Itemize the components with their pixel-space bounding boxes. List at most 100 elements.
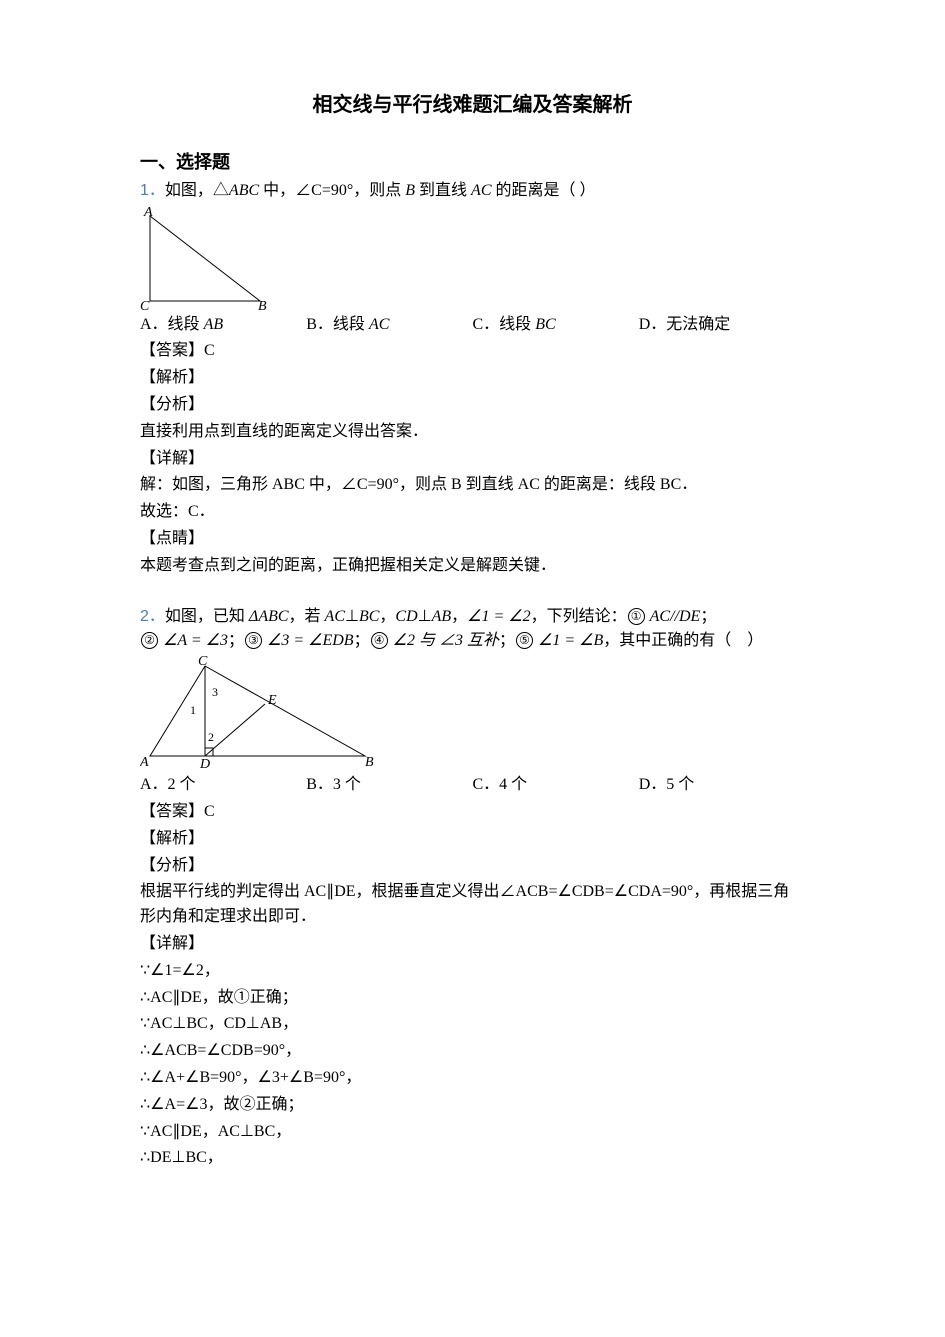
- q2-abc: ABC: [258, 608, 288, 625]
- q2-l8: ∴DE⊥BC，: [140, 1146, 805, 1171]
- q2-circ1: ①: [628, 608, 645, 625]
- q1-answer-val: C: [204, 342, 215, 359]
- q1-b: B: [405, 182, 415, 199]
- q1-text-3: 到直线: [415, 182, 471, 199]
- q2-delta: Δ: [249, 608, 258, 625]
- q1-opt-b-pre: B．线段: [306, 316, 369, 333]
- q2-c2: ，: [451, 608, 467, 625]
- q1-text-1: 如图，△: [165, 182, 229, 199]
- q2-circ4: ④: [371, 632, 388, 649]
- q2-t2: ，若: [289, 608, 325, 625]
- q1-options: A．线段 AB B．线段 AC C．线段 BC D．无法确定: [140, 313, 805, 338]
- q2-s4: ；: [499, 632, 515, 649]
- q2-l7: ∵AC∥DE，AC⊥BC，: [140, 1120, 805, 1145]
- q1-number: 1．: [140, 182, 165, 199]
- q1-jiexi: 【解析】: [140, 366, 805, 391]
- q1-figure: A C B: [140, 206, 280, 311]
- q2-e1r: BC: [359, 608, 379, 625]
- q1-option-a: A．线段 AB: [140, 313, 306, 338]
- q2-e2l: CD: [395, 608, 417, 625]
- q2-t3: ，下列结论：: [531, 608, 627, 625]
- q2-e3: ∠1 = ∠2: [467, 608, 530, 625]
- svg-text:C: C: [198, 656, 208, 669]
- q1-ac: AC: [471, 182, 491, 199]
- q1-xiangjie: 【详解】: [140, 447, 805, 472]
- q2-option-b: B．3 个: [306, 773, 472, 798]
- q1-dianjing-body: 本题考查点到之间的距离，正确把握相关定义是解题关键．: [140, 554, 805, 579]
- q2-circ2: ②: [141, 632, 158, 649]
- q2-l1: ∵∠1=∠2，: [140, 959, 805, 984]
- q2-c1r: DE: [679, 608, 700, 625]
- q1-option-b: B．线段 AC: [306, 313, 472, 338]
- q2-s1: ；: [700, 608, 716, 625]
- q2-option-a: A．2 个: [140, 773, 306, 798]
- q1-answer-label: 【答案】: [140, 342, 204, 359]
- q2-number: 2．: [140, 608, 165, 625]
- svg-text:A: A: [143, 206, 153, 220]
- q2-t4: ，其中正确的有（ ）: [603, 632, 763, 649]
- q2-option-d: D．5 个: [639, 773, 805, 798]
- q2-l2: ∴AC∥DE，故①正确；: [140, 986, 805, 1011]
- q2-stem: 2．如图，已知 ΔABC，若 AC⊥BC，CD⊥AB，∠1 = ∠2，下列结论：…: [140, 605, 805, 655]
- q1-stem: 1．如图，△ABC 中，∠C=90°，则点 B 到直线 AC 的距离是（ ）: [140, 179, 805, 204]
- q2-c1l: AC: [650, 608, 670, 625]
- q2-option-c: C．4 个: [473, 773, 639, 798]
- question-1: 1．如图，△ABC 中，∠C=90°，则点 B 到直线 AC 的距离是（ ） A…: [140, 179, 805, 579]
- q2-e1p: ⊥: [345, 608, 359, 625]
- q2-jiexi: 【解析】: [140, 827, 805, 852]
- q2-e2p: ⊥: [418, 608, 432, 625]
- q2-l6: ∴∠A=∠3，故②正确；: [140, 1093, 805, 1118]
- q2-options: A．2 个 B．3 个 C．4 个 D．5 个: [140, 773, 805, 798]
- spacer: [140, 581, 805, 603]
- q1-opt-c-pre: C．线段: [473, 316, 536, 333]
- svg-text:B: B: [258, 299, 267, 311]
- q1-xiangjie-l1: 解：如图，三角形 ABC 中，∠C=90°，则点 B 到直线 AC 的距离是：线…: [140, 473, 805, 498]
- q2-fenxi-body: 根据平行线的判定得出 AC∥DE，根据垂直定义得出∠ACB=∠CDB=∠CDA=…: [140, 880, 805, 930]
- svg-text:3: 3: [212, 685, 218, 699]
- question-2: 2．如图，已知 ΔABC，若 AC⊥BC，CD⊥AB，∠1 = ∠2，下列结论：…: [140, 605, 805, 1172]
- svg-text:2: 2: [208, 730, 214, 744]
- svg-text:C: C: [140, 299, 150, 311]
- q2-e1l: AC: [325, 608, 345, 625]
- q2-answer-val: C: [204, 803, 215, 820]
- q1-opt-a-pre: A．线段: [140, 316, 204, 333]
- q1-opt-a-val: AB: [204, 316, 224, 333]
- q2-c5e: ∠1 = ∠B: [538, 632, 603, 649]
- svg-text:1: 1: [190, 703, 196, 717]
- document-page: 相交线与平行线难题汇编及答案解析 一、选择题 1．如图，△ABC 中，∠C=90…: [0, 0, 945, 1337]
- svg-text:B: B: [365, 755, 374, 770]
- q2-c4e: ∠2 与 ∠3 互补: [393, 632, 499, 649]
- q2-xiangjie: 【详解】: [140, 932, 805, 957]
- q2-e2r: AB: [432, 608, 452, 625]
- svg-text:A: A: [140, 755, 149, 770]
- svg-text:D: D: [199, 757, 210, 771]
- q2-l3: ∵AC⊥BC，CD⊥AB，: [140, 1012, 805, 1037]
- q1-text-4: 的距离是（ ）: [492, 182, 596, 199]
- q1-fenxi-body: 直接利用点到直线的距离定义得出答案．: [140, 420, 805, 445]
- q1-xiangjie-l2: 故选：C．: [140, 500, 805, 525]
- q1-opt-b-val: AC: [369, 316, 389, 333]
- q2-answer: 【答案】C: [140, 800, 805, 825]
- q2-circ3: ③: [245, 632, 262, 649]
- q2-s2: ；: [228, 632, 244, 649]
- q1-option-c: C．线段 BC: [473, 313, 639, 338]
- q2-l4: ∴∠ACB=∠CDB=90°，: [140, 1039, 805, 1064]
- section-heading: 一、选择题: [140, 149, 805, 177]
- page-title: 相交线与平行线难题汇编及答案解析: [140, 90, 805, 121]
- q2-c2e: ∠A = ∠3: [163, 632, 228, 649]
- q2-l5: ∴∠A+∠B=90°，∠3+∠B=90°，: [140, 1066, 805, 1091]
- q1-fenxi: 【分析】: [140, 393, 805, 418]
- q1-dianjing: 【点睛】: [140, 527, 805, 552]
- q1-text-2: 中，∠C=90°，则点: [259, 182, 405, 199]
- q2-circ5: ⑤: [516, 632, 533, 649]
- q1-opt-c-val: BC: [535, 316, 555, 333]
- q1-option-d: D．无法确定: [639, 313, 805, 338]
- q1-answer: 【答案】C: [140, 339, 805, 364]
- q2-t1: 如图，已知: [165, 608, 249, 625]
- q2-c3e: ∠3 = ∠EDB: [267, 632, 354, 649]
- q2-c1p: //: [670, 608, 679, 625]
- q1-abc: ABC: [229, 182, 259, 199]
- svg-text:E: E: [267, 693, 277, 708]
- q2-s3: ；: [354, 632, 370, 649]
- q2-c1: ，: [379, 608, 395, 625]
